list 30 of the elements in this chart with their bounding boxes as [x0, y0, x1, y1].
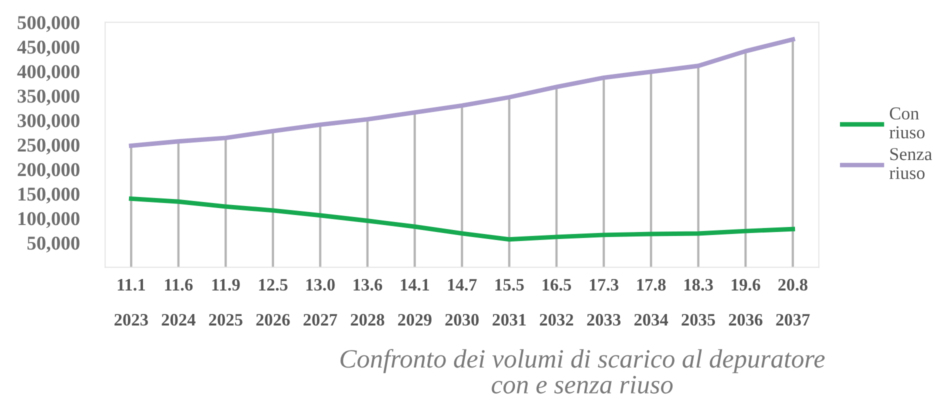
category-label: 17.3 2033 [587, 278, 621, 326]
line-series [128, 37, 796, 148]
y-tick-label: 250,000 [18, 138, 80, 155]
y-tick-label: 50,000 [27, 236, 80, 253]
legend-label: Con riuso [890, 107, 925, 138]
category-label: 11.9 2025 [209, 278, 242, 326]
category-label: 18.3 2035 [682, 278, 716, 326]
category-label: 19.6 2036 [728, 278, 762, 326]
legend-label: Senza riuso [890, 148, 932, 180]
y-tick-label: 200,000 [18, 163, 80, 180]
category-label: 14.7 2030 [445, 278, 479, 326]
category-label: 13.0 2027 [304, 278, 338, 326]
category-label: 20.8 2037 [776, 278, 810, 326]
text: Confronto dei volumi di scarico al depuratore con e senza riuso [340, 348, 825, 394]
category-label: 12.5 2026 [256, 278, 290, 326]
line-series [128, 196, 796, 242]
y-tick-label: 450,000 [17, 40, 80, 57]
y-tick-label: 400,000 [17, 65, 80, 82]
category-label: 16.5 2032 [540, 278, 574, 326]
y-tick-label: 300,000 [18, 114, 80, 130]
y-tick-label: 500,000 [18, 16, 80, 32]
category-label: 14.1 2029 [398, 278, 432, 326]
category-label: 11.6 2024 [162, 278, 196, 326]
y-tick-label: 350,000 [18, 90, 80, 106]
category-label: 13.6 2028 [350, 278, 384, 326]
category-label: 11.1 2023 [114, 278, 148, 326]
category-label: 15.5 2031 [492, 278, 526, 326]
category-label: 17.8 2034 [634, 278, 668, 326]
y-tick-label: 150,000 [18, 188, 80, 204]
y-tick-label: 100,000 [18, 212, 80, 228]
